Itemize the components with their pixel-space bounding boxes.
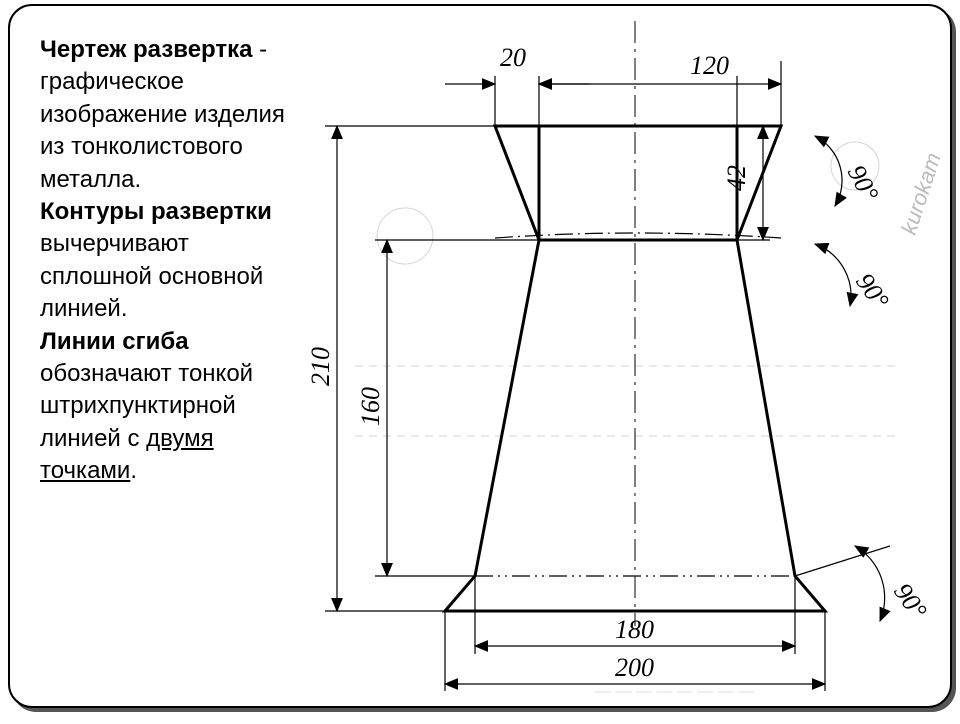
- term2-rest: вычерчивают сплошной основной линией.: [40, 230, 263, 322]
- dim-210: 210: [306, 126, 495, 611]
- angle-mid-right: 90°: [815, 244, 895, 314]
- term3-rest-b: .: [130, 457, 137, 484]
- drawing-svg: — — — — — — — — kurokam: [295, 6, 950, 706]
- angle-top-right: 90°: [815, 136, 884, 206]
- watermark: kurokam: [896, 150, 946, 238]
- svg-text:210: 210: [306, 347, 335, 386]
- engineering-drawing: — — — — — — — — kurokam: [295, 6, 950, 706]
- svg-text:20: 20: [500, 43, 526, 72]
- svg-text:90°: 90°: [842, 160, 885, 206]
- term3-bold: Линии сгиба: [40, 328, 189, 355]
- dim-42: 42: [722, 126, 770, 240]
- term2-bold: Контуры развертки: [40, 198, 272, 225]
- fold-left: [475, 240, 539, 576]
- dim-120: 120: [539, 51, 781, 126]
- description-text: Чертеж развертка - графическое изображен…: [40, 34, 290, 487]
- svg-text:120: 120: [690, 51, 729, 80]
- svg-text:160: 160: [356, 387, 385, 426]
- svg-text:— — — — — — — —: — — — — — — — —: [595, 683, 754, 700]
- svg-text:42: 42: [722, 165, 751, 191]
- dim-160: 160: [356, 240, 539, 576]
- svg-text:90°: 90°: [888, 578, 933, 624]
- svg-text:180: 180: [615, 615, 654, 644]
- angle-bottom-right: 90°: [795, 546, 933, 624]
- svg-text:200: 200: [615, 653, 654, 682]
- slide-card: Чертеж развертка - графическое изображен…: [8, 4, 952, 708]
- svg-text:90°: 90°: [850, 268, 895, 314]
- term1-bold: Чертеж развертка: [40, 36, 253, 63]
